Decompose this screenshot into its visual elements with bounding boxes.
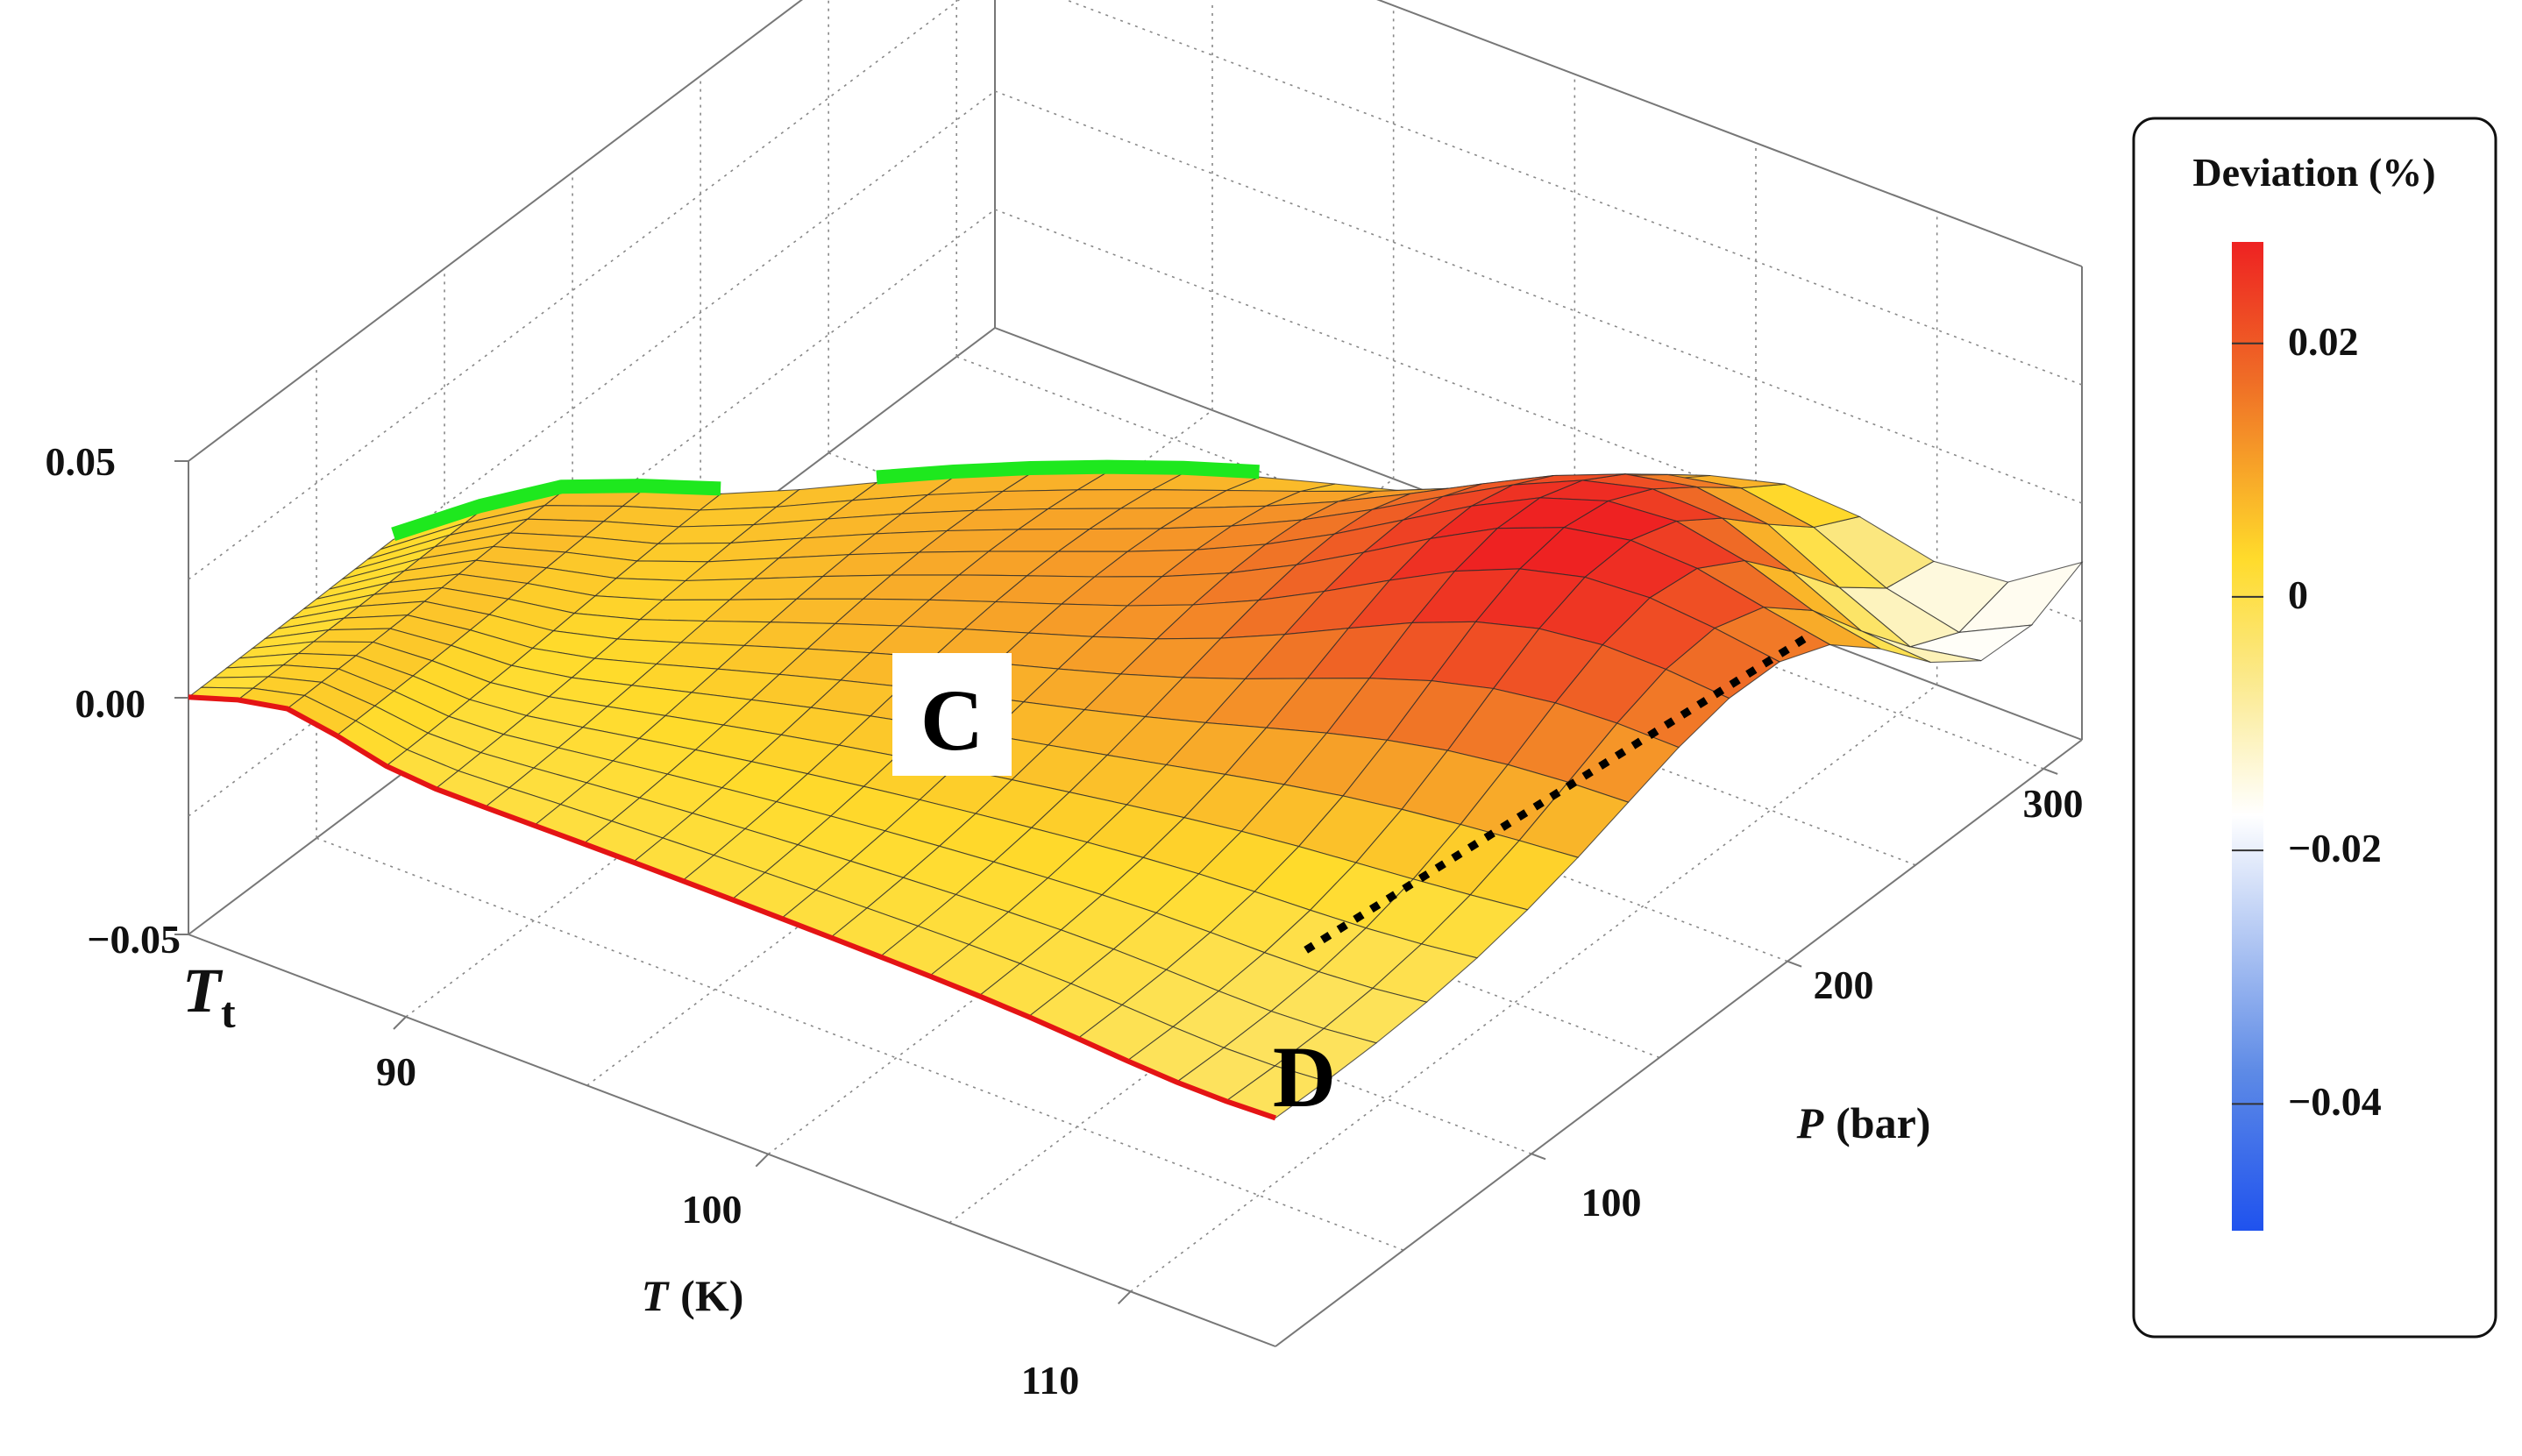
p-axis-title: P (bar) <box>1796 1098 1931 1147</box>
p-axis: 100 200 300 P (bar) <box>1581 781 2084 1225</box>
boundary-curves <box>188 459 1814 1121</box>
p-tick-mark <box>1787 960 1802 968</box>
t-tick-label: 100 <box>682 1187 742 1232</box>
legend-tick-label: 0 <box>2288 572 2308 617</box>
region-c: C <box>892 653 1012 776</box>
t-tick-mark <box>1117 1290 1132 1305</box>
grid-line <box>948 615 1757 1224</box>
t-tick-label: 110 <box>1021 1358 1079 1403</box>
grid-line <box>188 0 961 580</box>
z-tick-label: −0.05 <box>87 917 181 962</box>
t-tick-label: 90 <box>376 1049 416 1094</box>
region-d-boundary <box>1304 630 1814 954</box>
p-tick-label: 100 <box>1581 1180 1642 1225</box>
box-edge <box>1376 0 2083 267</box>
grid-line <box>1130 684 1938 1292</box>
melting-curve <box>391 479 721 542</box>
p-tick-label: 300 <box>2023 781 2084 826</box>
bounding-box-front <box>174 460 2083 1347</box>
legend-frame <box>2132 117 2497 1339</box>
colorbar <box>2232 242 2263 1231</box>
region-c-label: C <box>920 671 984 769</box>
melting-curve <box>876 459 1260 485</box>
t-axis: Tt 90 100 110 T (K) <box>182 955 1079 1403</box>
legend-tick-label: −0.04 <box>2288 1079 2382 1124</box>
t-axis-title: T (K) <box>642 1271 744 1320</box>
region-d-label: D <box>1273 1028 1336 1126</box>
grid-line <box>405 409 1213 1018</box>
saturation-curve <box>188 694 1276 1121</box>
box-edge <box>188 934 1276 1347</box>
p-tick-mark <box>1531 1153 1546 1161</box>
t-tick-mark <box>755 1153 770 1168</box>
grid-line <box>586 478 1395 1086</box>
t-axis-start-label: Tt <box>182 955 236 1037</box>
colorbar-ticks <box>2232 342 2263 1105</box>
p-tick-label: 200 <box>1814 962 1874 1007</box>
grid-line <box>994 90 2083 504</box>
t-tick-mark <box>393 1016 407 1030</box>
deviation-surface <box>187 472 2084 1119</box>
z-axis: 0.05 0.00 −0.05 <box>46 439 181 962</box>
box-edge <box>1275 739 2083 1347</box>
grid-line <box>767 547 1575 1155</box>
legend-title: Deviation (%) <box>2192 150 2435 195</box>
box-edge <box>188 0 803 462</box>
z-tick-label: 0.00 <box>75 681 146 726</box>
legend-tick-label: 0.02 <box>2288 319 2359 364</box>
z-tick-label: 0.05 <box>46 439 117 484</box>
p-tick-mark <box>2042 768 2058 775</box>
legend: Deviation (%) 0.02 0 −0.02 −0.04 <box>2132 117 2497 1339</box>
grid-line <box>1064 0 2083 386</box>
region-c-background <box>892 653 1012 776</box>
legend-tick-label: −0.02 <box>2288 826 2382 870</box>
